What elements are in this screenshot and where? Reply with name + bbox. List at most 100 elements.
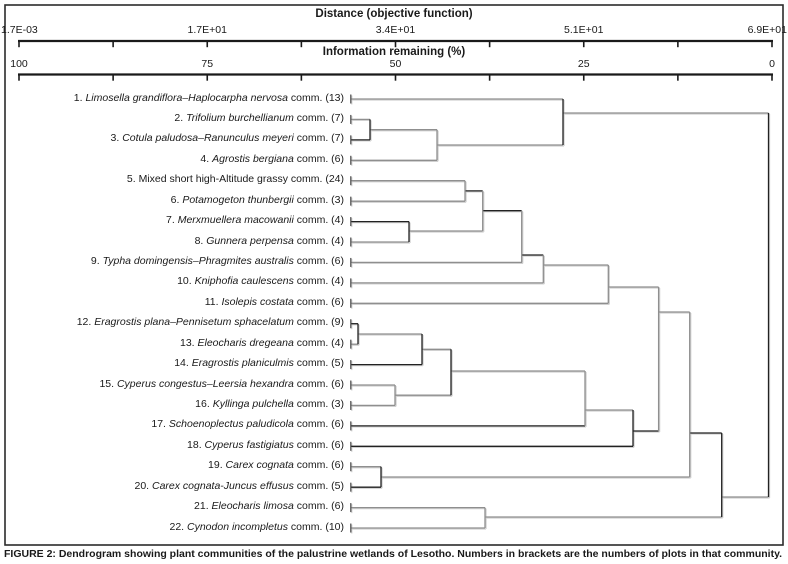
community-label: 14. Eragrostis planiculmis comm. (5) bbox=[174, 358, 344, 369]
axis-tick-label: 3.4E+01 bbox=[375, 24, 416, 36]
community-plot-count: comm. (4) bbox=[293, 275, 344, 288]
community-plot-count: comm. (3) bbox=[293, 193, 344, 206]
community-plot-count: comm. (9) bbox=[293, 316, 344, 329]
community-number: 7. bbox=[166, 214, 178, 227]
community-plot-count: comm. (4) bbox=[293, 234, 344, 247]
axis-tick-label: 25 bbox=[577, 57, 590, 70]
community-label: 5. Mixed short high-Altitude grassy comm… bbox=[127, 174, 344, 185]
community-number: 11. bbox=[204, 295, 222, 308]
community-name: Eragrostis plana–Pennisetum sphacelatum bbox=[94, 316, 294, 329]
figure-caption: FIGURE 2: Dendrogram showing plant commu… bbox=[4, 548, 784, 561]
community-name: Kyllinga pulchella bbox=[212, 397, 294, 410]
axis-tick-label: 0 bbox=[769, 57, 775, 70]
community-number: 22. bbox=[169, 520, 187, 533]
axis-tick-label: 1.7E-03 bbox=[1, 24, 38, 36]
community-plot-count: comm. (6) bbox=[293, 459, 344, 472]
community-number: 16. bbox=[195, 397, 213, 410]
community-plot-count: comm. (6) bbox=[293, 418, 344, 431]
community-label: 13. Eleocharis dregeana comm. (4) bbox=[179, 336, 344, 349]
community-name: Carex cognata bbox=[225, 459, 294, 472]
community-number: 21. bbox=[194, 500, 212, 513]
community-label: 7. Merxmuellera macowanii comm. (4) bbox=[166, 215, 344, 226]
community-plot-count: comm. (4) bbox=[293, 214, 344, 227]
community-plot-count: comm. (5) bbox=[293, 357, 344, 370]
community-number: 1. bbox=[73, 91, 86, 104]
community-name: Trifolium burchellianum bbox=[186, 111, 294, 124]
community-plot-count: comm. (6) bbox=[293, 152, 344, 165]
community-name: Potamogeton thunbergii bbox=[182, 193, 294, 206]
community-label: 16. Kyllinga pulchella comm. (3) bbox=[195, 397, 344, 410]
community-name: Cyperus congestus–Leersia hexandra bbox=[116, 377, 294, 390]
community-name: Carex cognata-Juncus effusus bbox=[152, 479, 294, 492]
community-name: Cyperus fastigiatus bbox=[204, 438, 294, 451]
community-plot-count: comm. (6) bbox=[293, 500, 344, 513]
community-number: 14. bbox=[174, 357, 192, 370]
community-plot-count: comm. (13) bbox=[287, 91, 344, 104]
community-plot-count: comm. (4) bbox=[293, 336, 344, 349]
community-label: 21. Eleocharis limosa comm. (6) bbox=[194, 501, 344, 512]
community-number: 9. bbox=[90, 254, 103, 267]
community-number: 15. bbox=[99, 377, 117, 390]
community-plot-count: comm. (5) bbox=[293, 479, 344, 492]
community-name: Agrostis bergiana bbox=[212, 152, 294, 165]
community-label: 6. Potamogeton thunbergii comm. (3) bbox=[170, 193, 344, 206]
axis-tick-label: 1.7E+01 bbox=[187, 24, 227, 36]
community-label: 20. Carex cognata-Juncus effusus comm. (… bbox=[134, 479, 344, 492]
community-label: 12. Eragrostis plana–Pennisetum sphacela… bbox=[77, 317, 344, 328]
community-label: 9. Typha domingensis–Phragmites australi… bbox=[90, 254, 344, 267]
community-label: 1. Limosella grandiflora–Haplocarpha ner… bbox=[73, 91, 344, 104]
community-name: Cynodon incompletus bbox=[187, 520, 288, 533]
community-name: Gunnera perpensa bbox=[206, 234, 294, 247]
community-name: Eragrostis planiculmis bbox=[191, 357, 294, 370]
axis-tick-label: 100 bbox=[10, 57, 28, 70]
community-plot-count: comm. (7) bbox=[293, 111, 344, 124]
community-plot-count: comm. (6) bbox=[293, 254, 344, 267]
community-label: 8. Gunnera perpensa comm. (4) bbox=[194, 234, 344, 247]
community-name: Schoenoplectus paludicola bbox=[168, 418, 294, 431]
community-name: Limosella grandiflora–Haplocarpha nervos… bbox=[85, 91, 288, 104]
community-number: 6. bbox=[170, 193, 183, 206]
community-label: 2. Trifolium burchellianum comm. (7) bbox=[174, 111, 344, 124]
community-plot-count: comm. (10) bbox=[287, 520, 344, 533]
community-number: 2. bbox=[174, 111, 187, 124]
community-label: 4. Agrostis bergiana comm. (6) bbox=[200, 152, 344, 165]
figure-caption-text: Dendrogram showing plant communities of … bbox=[58, 548, 783, 560]
axis-tick-label: 5.1E+01 bbox=[564, 24, 604, 36]
community-label: 11. Isolepis costata comm. (6) bbox=[204, 295, 344, 308]
community-number: 20. bbox=[134, 479, 152, 492]
community-label: 15. Cyperus congestus–Leersia hexandra c… bbox=[99, 377, 344, 390]
community-number: 8. bbox=[194, 234, 207, 247]
community-name: Mixed short high-Altitude grassy bbox=[138, 173, 288, 186]
community-name: Isolepis costata bbox=[221, 295, 294, 308]
axis-tick-label: 6.9E+01 bbox=[747, 24, 787, 36]
community-label: 3. Cotula paludosa–Ranunculus meyeri com… bbox=[111, 133, 344, 144]
community-name: Cotula paludosa–Ranunculus meyeri bbox=[122, 132, 294, 145]
community-number: 5. bbox=[126, 173, 139, 186]
community-number: 18. bbox=[187, 438, 205, 451]
community-name: Merxmuellera macowanii bbox=[177, 214, 294, 227]
community-plot-count: comm. (6) bbox=[293, 438, 344, 451]
community-plot-count: comm. (24) bbox=[287, 173, 344, 186]
community-number: 4. bbox=[200, 152, 213, 165]
community-number: 10. bbox=[177, 275, 195, 288]
community-label: 22. Cynodon incompletus comm. (10) bbox=[169, 520, 344, 533]
community-label: 10. Kniphofia caulescens comm. (4) bbox=[177, 276, 344, 287]
information-axis-title: Information remaining (%) bbox=[322, 46, 466, 58]
community-number: 13. bbox=[179, 336, 198, 349]
community-name: Eleocharis limosa bbox=[211, 500, 294, 513]
axis-tick-label: 50 bbox=[389, 57, 402, 70]
community-plot-count: comm. (3) bbox=[293, 397, 344, 410]
community-name: Kniphofia caulescens bbox=[194, 275, 294, 288]
community-plot-count: comm. (6) bbox=[293, 377, 344, 390]
figure-caption-label: FIGURE 2: bbox=[4, 548, 56, 560]
community-number: 3. bbox=[110, 132, 123, 145]
community-plot-count: comm. (7) bbox=[293, 132, 344, 145]
community-number: 17. bbox=[151, 418, 169, 431]
community-plot-count: comm. (6) bbox=[293, 295, 344, 308]
community-number: 19. bbox=[208, 459, 226, 472]
community-label: 19. Carex cognata comm. (6) bbox=[208, 460, 344, 471]
community-number: 12. bbox=[76, 316, 95, 329]
community-name: Eleocharis dregeana bbox=[197, 336, 294, 349]
